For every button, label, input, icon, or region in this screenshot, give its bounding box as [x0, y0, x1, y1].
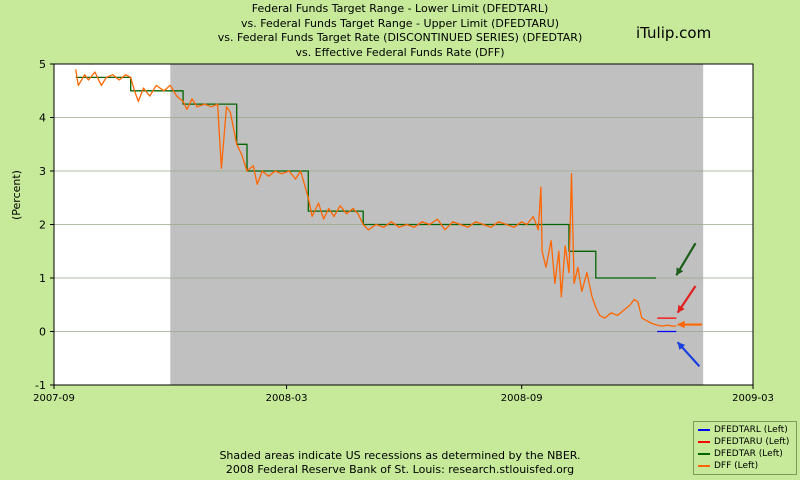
series-line-dff: [75, 69, 677, 327]
legend-item-dfedtarl: DFEDTARL (Left): [698, 424, 796, 436]
y-tick-label: 1: [39, 272, 46, 285]
chart-title: Federal Funds Target Range - Lower Limit…: [0, 2, 800, 60]
title-line-1: Federal Funds Target Range - Lower Limit…: [251, 2, 549, 15]
legend-item-dff: DFF (Left): [698, 460, 796, 472]
annotation-arrows: [675, 242, 702, 368]
series-lines: [75, 69, 677, 333]
legend-label-dfedtaru: DFEDTARU (Left): [714, 437, 790, 447]
legend-swatch-dfedtarl: [698, 429, 710, 431]
y-tick-label: 0: [39, 326, 46, 339]
footer: Shaded areas indicate US recessions as d…: [0, 449, 800, 477]
title-line-2: vs. Federal Funds Target Range - Upper L…: [241, 16, 559, 30]
x-tick-label: 2008-09: [501, 393, 543, 404]
x-tick-label: 2007-09: [33, 393, 75, 404]
brand-label: iTulip.com: [636, 24, 712, 42]
y-axis-label: (Percent): [10, 170, 23, 220]
title-line-4: vs. Effective Federal Funds Rate (DFF): [295, 45, 505, 59]
annotation-arrow-head: [676, 267, 684, 276]
legend-swatch-dfedtaru: [698, 441, 710, 443]
y-tick-label: 5: [39, 58, 46, 71]
legend-item-dfedtaru: DFEDTARU (Left): [698, 436, 796, 448]
x-tick-label: 2009-03: [732, 393, 774, 404]
legend-label-dfedtarl: DFEDTARL (Left): [714, 425, 788, 435]
legend-label-dfedtar: DFEDTAR (Left): [714, 449, 783, 459]
legend-swatch-dff: [698, 465, 710, 467]
legend-label-dff: DFF (Left): [714, 461, 759, 471]
legend-item-dfedtar: DFEDTAR (Left): [698, 448, 796, 460]
y-tick-label: 4: [39, 112, 46, 125]
annotation-arrow-head: [677, 342, 686, 350]
y-tick-label: -1: [35, 379, 46, 392]
title-line-3: vs. Federal Funds Target Rate (DISCONTIN…: [217, 31, 583, 44]
footer-credit: 2008 Federal Reserve Bank of St. Louis: …: [225, 463, 575, 476]
y-tick-label: 3: [39, 165, 46, 178]
x-tick-label: 2008-03: [266, 393, 308, 404]
legend-swatch-dfedtar: [698, 453, 710, 455]
annotation-arrow-head: [677, 304, 685, 313]
tick-labels: -1 0 1 2 3 4 5 2007-09 2008-03 2008-09 2009-03: [33, 58, 774, 404]
footer-note: Shaded areas indicate US recessions as d…: [219, 449, 581, 462]
annotation-arrow-head: [677, 320, 685, 329]
y-tick-label: 2: [39, 219, 46, 232]
legend: DFEDTARL (Left) DFEDTARU (Left) DFEDTAR …: [693, 421, 797, 475]
